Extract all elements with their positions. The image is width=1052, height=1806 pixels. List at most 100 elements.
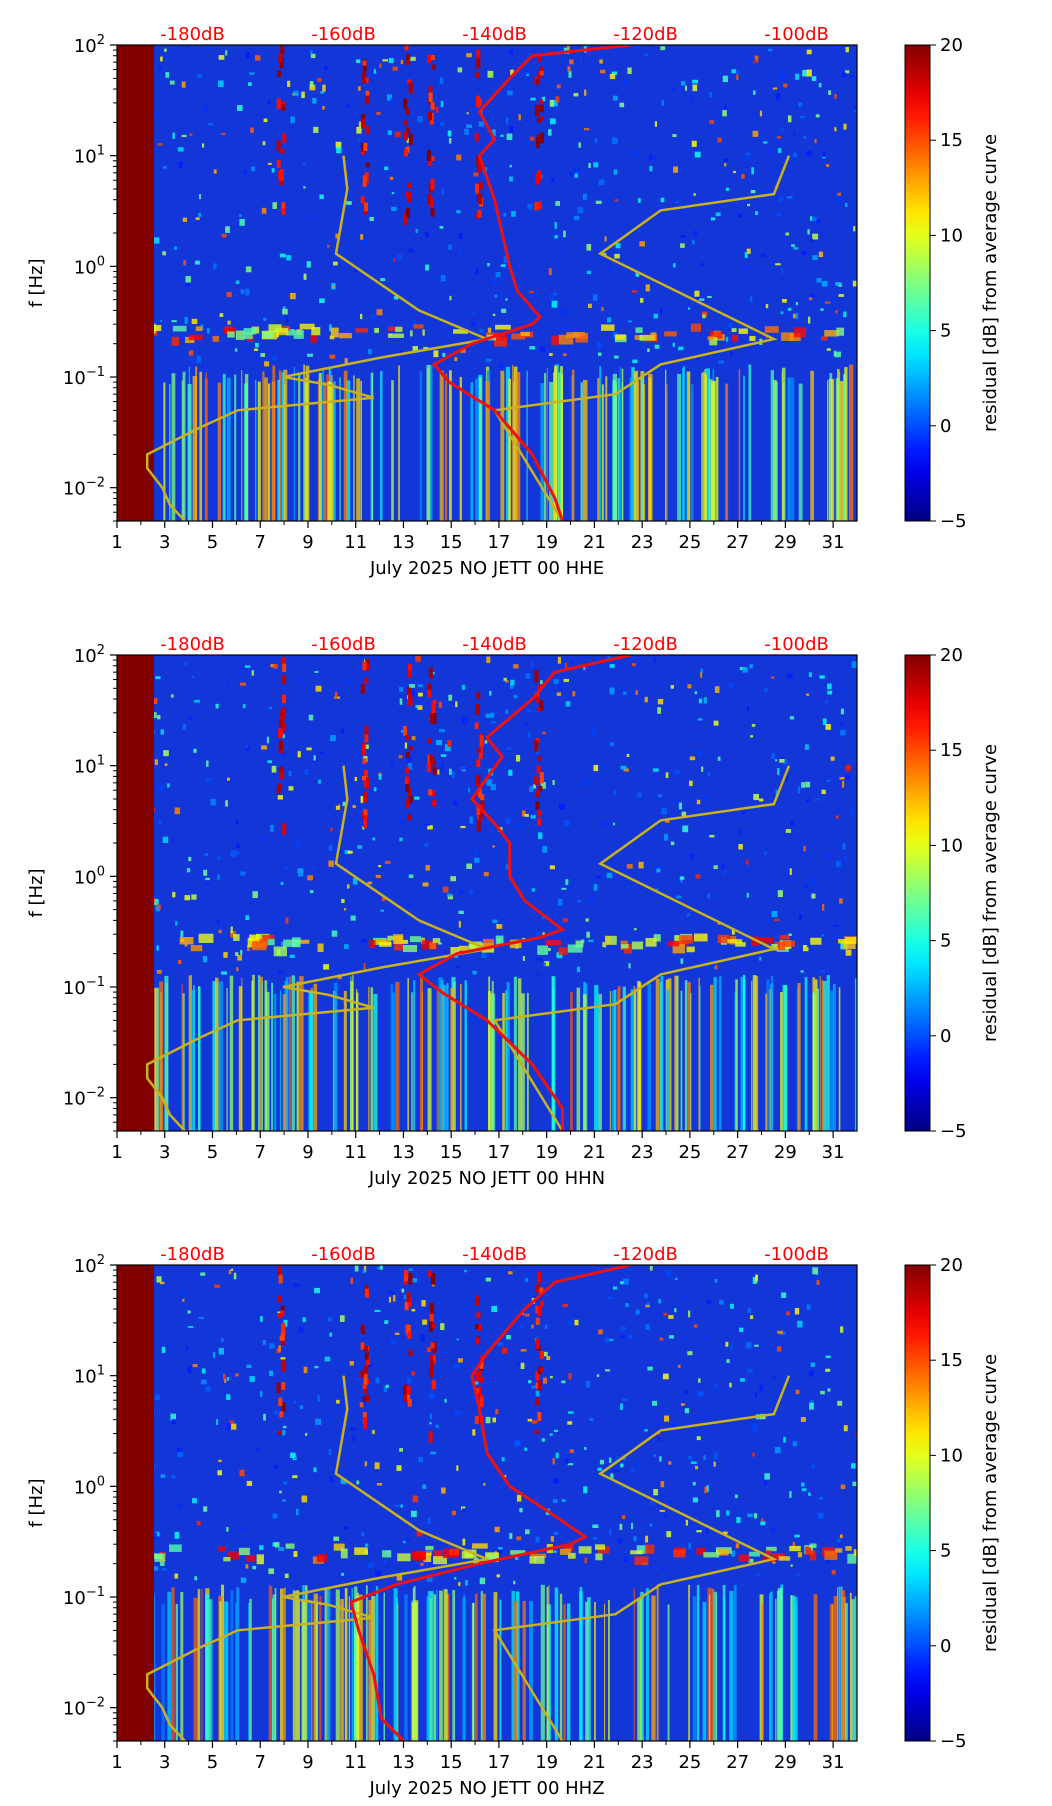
spectrogram-cell [539,1287,544,1294]
spectrogram-cell [183,661,188,666]
spectrogram-cell [528,1380,532,1384]
spectrogram-cell [697,718,703,721]
spectrogram-cell [647,1366,653,1371]
spectrogram-cell [761,1518,764,1522]
spectrogram-cell [364,725,369,735]
spectrogram-cell [577,206,584,214]
spectrogram-cell [361,743,366,756]
spectrogram-cell [303,364,305,521]
spectrogram-cell [584,89,587,96]
spectrogram-cell [362,71,367,84]
spectrogram-cell [453,705,456,708]
spectrogram-cell [442,1548,459,1559]
spectrogram-cell [192,376,198,521]
spectrogram-cell [235,851,240,856]
spectrogram-cell [192,1364,198,1368]
spectrogram-cell [271,168,275,173]
spectrogram-cell [153,237,160,244]
spectrogram-cell [718,976,722,1131]
spectrogram-cell [430,208,435,217]
spectrogram-cell [278,170,283,181]
spectrogram-cell [608,1457,612,1463]
spectrogram-cell [453,329,468,334]
spectrogram-cell [558,334,574,345]
spectrogram-cell [181,1291,187,1295]
spectrogram-cell [205,372,207,521]
x-tick-label: 1 [111,1752,122,1773]
spectrogram-cell [390,760,394,766]
spectrogram-cell [436,739,443,746]
average-psd-curve [349,1265,631,1741]
spectrogram-cell [535,1390,540,1397]
y-tick-label: 10−2 [63,1086,105,1110]
spectrogram-cell [570,172,573,176]
spectrogram-cell [421,1300,426,1307]
spectrogram-cell [322,84,326,92]
spectrogram-cell [441,1487,446,1494]
spectrogram-cell [259,976,263,1131]
spectrogram-cell [759,1594,764,1741]
spectrogram-cell [829,1604,834,1741]
spectrogram-cell [408,692,413,701]
spectrogram-cell [835,282,842,286]
spectrogram-cell [428,1393,435,1399]
x-tick-label: 13 [392,532,415,553]
spectrogram-cell [567,66,571,72]
spectrogram-cell [851,661,857,668]
spectrogram-cell [501,308,507,313]
spectrogram-cell [485,1445,490,1450]
x-tick-label: 11 [344,532,367,553]
spectrogram-cell [678,346,684,351]
spectrogram-cell [282,694,287,704]
spectrogram-cell [736,1517,741,1524]
spectrogram-cell [666,384,668,521]
spectrogram-cell [552,1499,558,1503]
spectrogram-cell [645,1588,649,1741]
spectrogram-cell [807,316,811,324]
spectrogram-cell [630,1522,634,1530]
spectrogram-cell [328,860,334,867]
spectrogram-cell [780,311,784,315]
spectrogram-cell [687,684,692,689]
spectrogram-cell [409,684,415,688]
spectrogram-cell [444,1398,447,1403]
spectrogram-cell [445,373,448,521]
spectrogram-cell [401,1288,405,1293]
spectrogram-cell [731,929,735,935]
spectrogram-cell [361,1532,365,1537]
spectrogram-cell [464,1269,467,1273]
spectrogram-cell [829,373,833,521]
spectrogram-cell [188,856,192,862]
spectrogram-cell [335,1589,340,1741]
spectrogram-cell [454,1410,461,1416]
spectrogram-cell [279,1335,284,1341]
spectrogram-cell [280,1310,285,1317]
spectrogram-cell [435,1424,439,1428]
spectrogram-cell [406,1462,410,1465]
spectrogram-cell [741,810,745,814]
spectrogram-cell [400,1504,403,1508]
spectrogram-cell [764,851,767,856]
spectrogram-cell [535,173,540,185]
spectrogram-cell [567,1319,573,1326]
spectrogram-cell [809,1402,814,1410]
spectrogram-cell [581,1592,584,1741]
spectrogram-cell [691,140,697,147]
spectrogram-cell [520,331,530,337]
spectrogram-cell [684,1390,689,1395]
spectrogram-cell [845,70,850,74]
spectrogram-cell [310,53,316,59]
spectrogram-cell [278,370,282,521]
top-axis-db-label: -180dB [160,24,225,45]
spectrogram-cell [329,1476,334,1483]
spectrogram-cell [442,352,446,358]
spectrogram-cell [333,261,338,266]
spectrogram-cell [363,769,368,776]
spectrogram-cell [339,1315,345,1322]
spectrogram-cell [353,375,355,521]
spectrogram-cell [194,260,200,265]
spectrogram-cell [728,683,734,688]
spectrogram-cell [230,850,237,857]
spectrogram-cell [672,342,675,347]
spectrogram-cell [459,248,462,256]
